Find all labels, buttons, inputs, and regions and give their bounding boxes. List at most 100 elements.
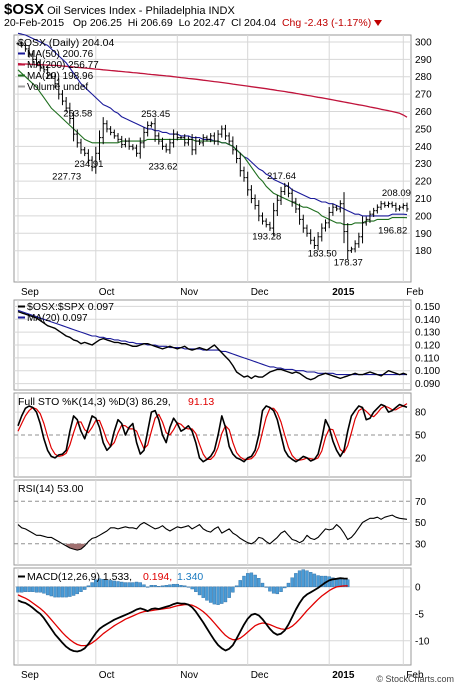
macd-hist-bar: [53, 586, 57, 598]
price-x-label: Feb: [406, 287, 424, 298]
sto-k-line: [17, 403, 408, 463]
ma50-line: [17, 32, 408, 217]
macd-hist-bar: [71, 586, 76, 596]
macd-hist-bar: [127, 582, 131, 588]
macd-hist-bar: [57, 586, 61, 598]
macd-hist-bar: [316, 575, 320, 588]
macd-hist-bar: [112, 580, 117, 588]
macd-hist-bar: [342, 579, 346, 588]
quote-open: Op 206.25: [72, 17, 122, 29]
macd-signal-line: [17, 585, 348, 647]
macd-hist-bar: [305, 570, 309, 588]
quote-change: Chg -2.43 (-1.17%): [281, 17, 372, 29]
price-annotation: 208.09: [382, 188, 411, 199]
price-annotation: 253.58: [63, 109, 92, 120]
macd-hist-bar: [205, 586, 209, 601]
macd-hist-bar: [171, 583, 176, 588]
ratio-tick-label: 0.150: [415, 302, 440, 313]
macd-hist-bar: [290, 577, 294, 588]
macd-hist-bar: [286, 582, 291, 588]
ma20-line: [17, 69, 408, 226]
macd-hist-bar: [86, 585, 91, 588]
macd-hist-bar: [264, 586, 268, 588]
macd-hist-bar: [97, 578, 102, 588]
price-legend-label: MA(50) 200.76: [27, 49, 94, 60]
price-tick-label: 230: [415, 159, 432, 170]
macd-hist-bar: [34, 586, 39, 593]
macd-hist-bar: [334, 578, 339, 588]
macd-x-label: Nov: [180, 670, 198, 681]
macd-hist-bar: [75, 586, 79, 595]
macd-hist-bar: [42, 586, 46, 594]
price-tick-label: 220: [415, 177, 432, 188]
rsi-line: [17, 514, 408, 551]
price-annotation: 178.37: [334, 258, 363, 269]
price-legend-label: MA(20) 198.96: [27, 71, 94, 82]
ratio-ma-line: [17, 309, 407, 376]
price-tick-label: 270: [415, 90, 432, 101]
price-annotation: 227.73: [52, 172, 81, 183]
ratio-line: [17, 310, 408, 381]
price-annotation: 193.28: [252, 232, 281, 243]
ratio-tick-label: 0.090: [415, 379, 440, 390]
price-tick-label: 200: [415, 211, 432, 222]
macd-hist-bar: [231, 586, 235, 593]
macd-x-label: Oct: [99, 670, 115, 681]
quote-low: Lo 202.47: [178, 17, 226, 29]
macd-hist-bar: [308, 572, 313, 588]
macd-hist-bar: [160, 585, 165, 588]
price-tick-label: 300: [415, 37, 432, 48]
sto-tick-label: 80: [415, 408, 427, 419]
macd-hist-bar: [312, 573, 317, 588]
macd-hist-bar: [16, 586, 20, 593]
macd-hist-bar: [179, 585, 183, 588]
macd-hist-bar: [212, 586, 217, 605]
macd-hist-bar: [157, 586, 161, 588]
quote-close: Cl 204.04: [231, 17, 277, 29]
quote-line: 20-Feb-2015 Op 206.25 Hi 206.69 Lo 202.4…: [4, 17, 383, 29]
macd-hist-bar: [294, 573, 298, 588]
ratio-tick-label: 0.130: [415, 328, 440, 339]
macd-hist-bar: [234, 585, 239, 588]
macd-hist-bar: [279, 586, 283, 592]
macd-x-label: Sep: [21, 670, 39, 681]
macd-hist-bar: [297, 570, 302, 588]
macd-hist-bar: [260, 582, 265, 588]
macd-hist-bar: [271, 586, 276, 594]
rsi-tick-label: 50: [415, 518, 427, 529]
macd-hist-bar: [346, 579, 350, 588]
sto-legend-d: 91.13: [188, 396, 214, 408]
price-tick-label: 290: [415, 55, 432, 66]
macd-x-label: Feb: [406, 670, 424, 681]
macd-hist-bar: [175, 583, 180, 588]
price-tick-label: 280: [415, 72, 432, 83]
index-name: Oil Services Index - Philadelphia INDX: [47, 5, 235, 17]
macd-hist-bar: [194, 586, 198, 592]
price-annotation: 233.62: [148, 161, 177, 172]
macd-hist-bar: [134, 581, 139, 588]
macd-hist-bar: [105, 579, 109, 588]
macd-legend-title: MACD(12,26,9) 1.533,: [27, 571, 132, 583]
macd-tick-label: 0: [415, 582, 421, 593]
price-tick-label: 250: [415, 124, 432, 135]
macd-hist-bar: [60, 586, 65, 598]
macd-hist-bar: [101, 579, 105, 588]
macd-hist-bar: [145, 586, 150, 588]
chart-title: $OSX Oil Services Index - Philadelphia I…: [4, 1, 235, 18]
macd-hist-bar: [45, 586, 50, 596]
macd-hist-bar: [20, 586, 24, 593]
ratio-tick-label: 0.100: [415, 366, 440, 377]
macd-hist-bar: [301, 569, 305, 588]
price-tick-label: 260: [415, 107, 432, 118]
price-legend-title: $OSX (Daily) 204.04: [18, 37, 114, 49]
quote-date: 20-Feb-2015: [4, 17, 65, 29]
price-annotation: 183.50: [308, 249, 337, 260]
macd-hist-bar: [245, 573, 250, 588]
macd-hist-bar: [242, 575, 246, 588]
price-legend-label: MA(200) 256.77: [27, 60, 99, 71]
macd-hist-bar: [275, 586, 280, 595]
symbol: $OSX: [4, 1, 45, 18]
macd-hist-bar: [168, 584, 172, 588]
macd-hist-bar: [90, 582, 94, 588]
